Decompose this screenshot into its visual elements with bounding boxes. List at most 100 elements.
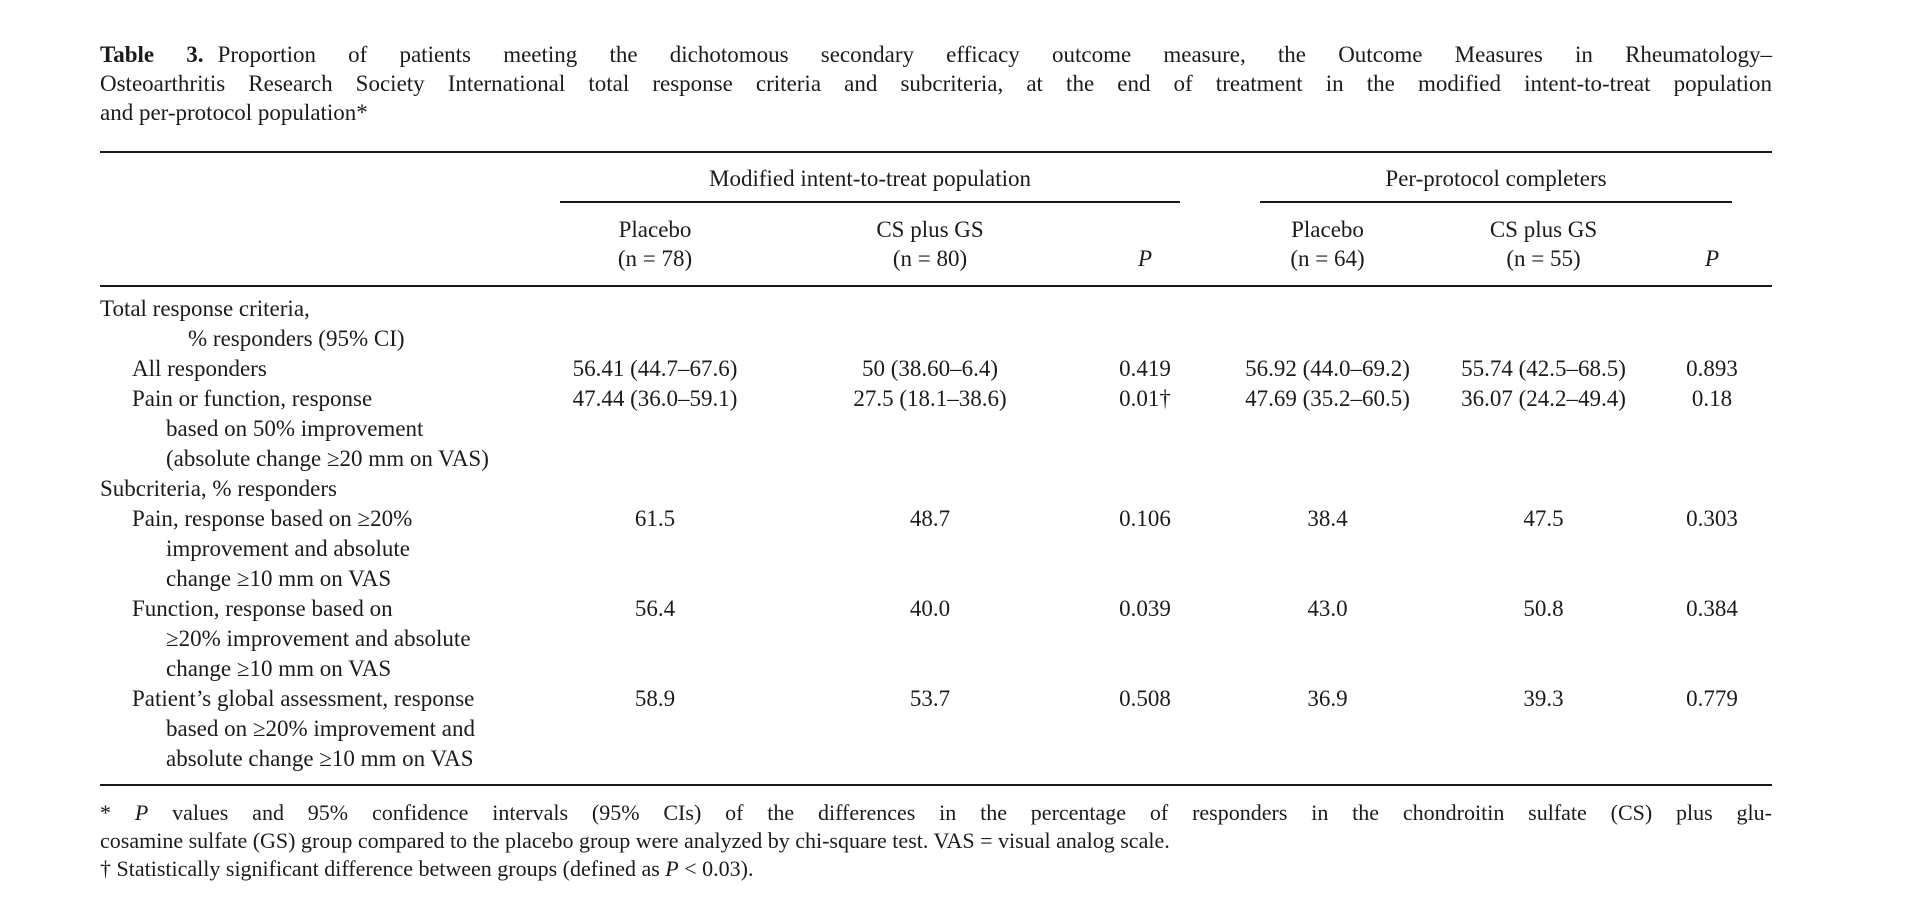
footnote-dagger-text: † Statistically significant difference b… xyxy=(100,856,666,881)
row-label-line: based on 50% improvement xyxy=(166,416,424,441)
caption-line-2: Osteoarthritis Research Society Internat… xyxy=(100,71,1772,96)
row-label-line: improvement and absolute xyxy=(166,536,410,561)
cell-mitt-csgs: 50 (38.60–6.4) xyxy=(861,356,999,381)
footnote-star-p-symbol: P xyxy=(134,800,149,825)
table-caption: Table 3. Proportion of patients meeting t… xyxy=(100,40,1772,127)
row-label-line: absolute change ≥10 mm on VAS xyxy=(166,746,474,771)
col-header-mitt-p: P xyxy=(1070,203,1221,287)
cell-pp-csgs: 47.5 xyxy=(1523,506,1564,531)
row-label-column-header-2 xyxy=(100,203,520,287)
cell-pp-p: 0.779 xyxy=(1686,686,1738,711)
cell-pp-p: 0.18 xyxy=(1691,386,1733,411)
caption-text-1: Proportion of patients meeting the dicho… xyxy=(217,42,1772,67)
row-label-line: Pain, response based on ≥20% xyxy=(132,506,413,531)
cell-pp-p: 0.303 xyxy=(1686,506,1738,531)
row-label: Subcriteria, % responders xyxy=(100,474,520,504)
row-label-column-header xyxy=(100,153,520,203)
col-header-pp-placebo-n: (n = 64) xyxy=(1290,246,1365,271)
column-header-row: Placebo (n = 78) CS plus GS (n = 80) P P… xyxy=(100,203,1773,287)
footnote-star-text: values and 95% confidence intervals (95%… xyxy=(148,800,1773,825)
col-header-pp-placebo-name: Placebo xyxy=(1291,217,1364,242)
col-header-mitt-placebo: Placebo (n = 78) xyxy=(520,203,790,287)
cell-mitt-csgs: 27.5 (18.1–38.6) xyxy=(853,386,1007,411)
row-total-response-criteria: Total response criteria, % responders (9… xyxy=(100,286,1772,354)
group-header-mitt-label: Modified intent-to-treat population xyxy=(560,165,1181,203)
cell-mitt-placebo: 56.4 xyxy=(634,596,676,621)
row-label: All responders xyxy=(100,354,520,384)
row-label: Function, response based on ≥20% improve… xyxy=(100,594,520,684)
row-label-line: ≥20% improvement and absolute xyxy=(166,626,471,651)
cell-pp-placebo: 43.0 xyxy=(1307,596,1348,621)
caption-line-1: Table 3. Proportion of patients meeting t… xyxy=(100,40,1772,69)
cell-mitt-placebo: 47.44 (36.0–59.1) xyxy=(572,386,738,411)
cell-mitt-p: 0.01† xyxy=(1119,386,1171,411)
cell-pp-csgs: 36.07 (24.2–49.4) xyxy=(1461,386,1626,411)
row-function-subcriterion: Function, response based on ≥20% improve… xyxy=(100,594,1772,684)
results-table-frame: Modified intent-to-treat population Per-… xyxy=(100,151,1773,786)
row-subcriteria-header: Subcriteria, % responders xyxy=(100,474,1772,504)
cell-pp-placebo: 38.4 xyxy=(1307,506,1348,531)
footnote-dagger-p-symbol: P xyxy=(665,856,679,881)
col-header-mitt-placebo-name: Placebo xyxy=(618,217,692,242)
row-label-line: change ≥10 mm on VAS xyxy=(166,656,392,681)
empty-cells xyxy=(520,286,1772,354)
footnote-star-prefix: * xyxy=(100,800,135,825)
col-header-pp-csgs: CS plus GS (n = 55) xyxy=(1435,203,1653,287)
row-label-line: Pain or function, response xyxy=(132,386,373,411)
row-label-line: % responders (95% CI) xyxy=(188,326,405,351)
col-header-pp-p: P xyxy=(1652,203,1773,287)
cell-mitt-csgs: 40.0 xyxy=(909,596,951,621)
group-header-pp: Per-protocol completers xyxy=(1220,153,1772,203)
cell-mitt-placebo: 61.5 xyxy=(634,506,676,531)
row-label: Pain or function, response based on 50% … xyxy=(100,384,520,474)
footnote-star-line-2: cosamine sulfate (GS) group compared to … xyxy=(100,828,1170,853)
empty-cells xyxy=(520,474,1772,504)
row-label-line: Subcriteria, % responders xyxy=(100,476,337,501)
row-label: Total response criteria, % responders (9… xyxy=(100,286,520,354)
col-header-mitt-csgs-n: (n = 80) xyxy=(892,246,968,271)
table-figure: Table 3. Proportion of patients meeting t… xyxy=(100,40,1773,883)
row-all-responders: All responders 56.41 (44.7–67.6) 50 (38.… xyxy=(100,354,1772,384)
cell-pp-csgs: 50.8 xyxy=(1523,596,1564,621)
group-header-mitt: Modified intent-to-treat population xyxy=(520,153,1220,203)
cell-pp-csgs: 55.74 (42.5–68.5) xyxy=(1461,356,1626,381)
cell-mitt-p: 0.039 xyxy=(1119,596,1171,621)
col-header-pp-csgs-name: CS plus GS xyxy=(1489,217,1598,242)
row-label-line: All responders xyxy=(132,356,267,381)
cell-pp-placebo: 47.69 (35.2–60.5) xyxy=(1245,386,1410,411)
row-label-line: Function, response based on xyxy=(132,596,393,621)
cell-pp-placebo: 56.92 (44.0–69.2) xyxy=(1245,356,1410,381)
row-pain-subcriterion: Pain, response based on ≥20% improvement… xyxy=(100,504,1772,594)
col-header-mitt-csgs-name: CS plus GS xyxy=(876,217,984,242)
group-header-pp-label: Per-protocol completers xyxy=(1260,165,1733,203)
cell-mitt-csgs: 53.7 xyxy=(909,686,951,711)
cell-mitt-placebo: 56.41 (44.7–67.6) xyxy=(572,356,738,381)
row-label-line: (absolute change ≥20 mm on VAS) xyxy=(166,446,489,471)
footnote-star-line-1: * P values and 95% confidence intervals … xyxy=(100,799,1772,827)
cell-pp-placebo: 36.9 xyxy=(1307,686,1348,711)
row-label-line: Total response criteria, xyxy=(100,296,310,321)
cell-mitt-p: 0.508 xyxy=(1119,686,1171,711)
row-label-line: based on ≥20% improvement and xyxy=(166,716,475,741)
caption-table-number: Table 3. xyxy=(100,42,204,67)
cell-pp-p: 0.384 xyxy=(1686,596,1738,621)
col-header-mitt-csgs: CS plus GS (n = 80) xyxy=(790,203,1070,287)
col-header-mitt-placebo-n: (n = 78) xyxy=(617,246,693,271)
col-header-pp-csgs-n: (n = 55) xyxy=(1506,246,1581,271)
cell-pp-p: 0.893 xyxy=(1686,356,1738,381)
cell-mitt-p: 0.106 xyxy=(1119,506,1171,531)
cell-mitt-p: 0.419 xyxy=(1119,356,1171,381)
row-label-line: Patient’s global assessment, response xyxy=(132,686,475,711)
footnote-dagger: † Statistically significant difference b… xyxy=(100,855,1772,883)
col-header-pp-placebo: Placebo (n = 64) xyxy=(1220,203,1436,287)
row-patients-global-assessment: Patient’s global assessment, response ba… xyxy=(100,684,1772,784)
footnote-dagger-rest: < 0.03). xyxy=(678,856,754,881)
cell-mitt-placebo: 58.9 xyxy=(634,686,676,711)
footnotes: * P values and 95% confidence intervals … xyxy=(100,799,1772,883)
group-header-row: Modified intent-to-treat population Per-… xyxy=(100,153,1772,203)
row-pain-or-function: Pain or function, response based on 50% … xyxy=(100,384,1772,474)
caption-line-3: and per-protocol population* xyxy=(100,100,368,125)
row-label: Pain, response based on ≥20% improvement… xyxy=(100,504,520,594)
cell-pp-csgs: 39.3 xyxy=(1523,686,1564,711)
